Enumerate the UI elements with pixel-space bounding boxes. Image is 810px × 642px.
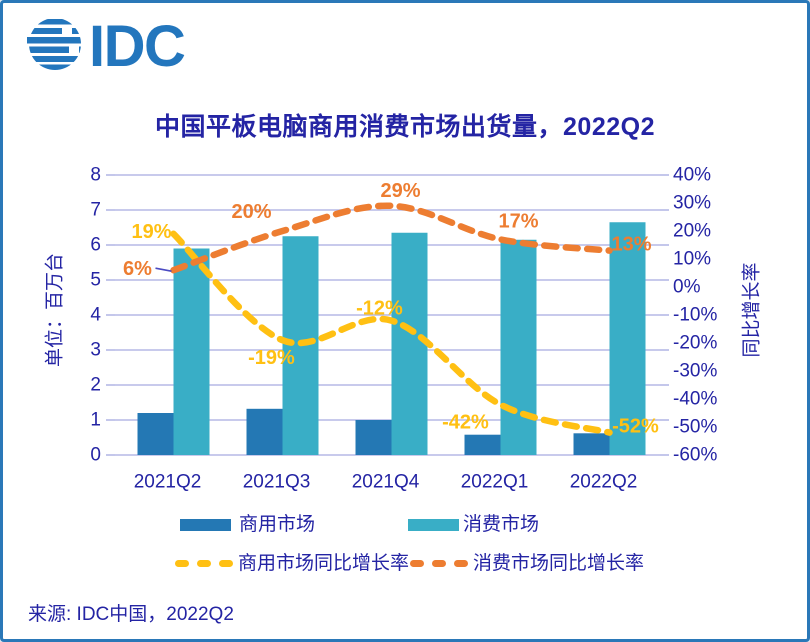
bar-consumer-2021Q2: [173, 248, 210, 455]
point-label-commercial-2022Q1: -42%: [442, 412, 489, 434]
legend-label-consumer-growth: 消费市场同比增长率: [473, 553, 645, 574]
left-axis-tick-label-6: 6: [90, 235, 101, 256]
right-axis-tick-label--40%: -40%: [673, 389, 717, 410]
point-label-consumer-2022Q2: 13%: [611, 234, 651, 256]
bar-commercial-2021Q4: [355, 420, 392, 455]
x-axis-label-2022Q2: 2022Q2: [570, 472, 638, 493]
legend-dash-commercial-growth: [175, 560, 233, 567]
bar-commercial-2021Q3: [246, 408, 283, 455]
right-axis-tick-label-0%: 0%: [673, 277, 701, 298]
point-label-consumer-2021Q2: 6%: [123, 258, 152, 280]
legend-swatch-consumer: [408, 519, 459, 531]
point-label-commercial-2021Q4: -12%: [356, 298, 403, 320]
right-axis-tick-label--50%: -50%: [673, 417, 717, 438]
x-axis-label-2021Q2: 2021Q2: [134, 472, 202, 493]
bar-commercial-2022Q1: [464, 434, 501, 455]
right-axis-tick-label--20%: -20%: [673, 333, 717, 354]
left-axis-tick-label-4: 4: [90, 305, 101, 326]
right-axis-tick-label-20%: 20%: [673, 221, 711, 242]
bar-consumer-2022Q2: [609, 222, 646, 455]
line-commercial-growth: [170, 230, 613, 436]
legend-label-consumer: 消费市场: [463, 514, 540, 535]
legend-dash-consumer-growth: [410, 560, 468, 567]
bar-consumer-2022Q1: [500, 239, 537, 455]
legend-label-commercial-growth: 商用市场同比增长率: [238, 553, 410, 574]
x-axis-label-2021Q4: 2021Q4: [352, 472, 420, 493]
x-axis-label-2021Q3: 2021Q3: [243, 472, 311, 493]
legend-label-commercial: 商用市场: [239, 514, 316, 535]
left-axis-tick-label-0: 0: [90, 445, 101, 466]
line-consumer-growth: [170, 202, 613, 274]
right-axis-tick-label--60%: -60%: [673, 445, 717, 466]
point-label-commercial-2021Q3: -19%: [248, 347, 295, 369]
right-axis-tick-label-30%: 30%: [673, 193, 711, 214]
point-label-consumer-2021Q3: 20%: [231, 201, 271, 223]
bar-commercial-2022Q2: [573, 433, 610, 455]
left-axis-tick-label-8: 8: [90, 165, 101, 186]
legend-swatch-commercial: [180, 519, 231, 531]
combo-chart-plot: 0 1 2 3 4 5 6 7 8 40% 30% 20% 10% 0% -10% -20% -30% -40% -…: [3, 3, 807, 639]
point-label-commercial-2022Q2: -52%: [612, 416, 659, 438]
label-leader-line: [155, 267, 172, 272]
left-axis-tick-label-5: 5: [90, 270, 101, 291]
left-axis-tick-label-7: 7: [90, 200, 101, 221]
bar-consumer-2021Q4: [391, 232, 428, 455]
idc-logo: IDC: [27, 15, 187, 79]
chart-title: 中国平板电脑商用消费市场出货量，2022Q2: [155, 113, 655, 141]
point-label-consumer-2021Q4: 29%: [380, 180, 420, 202]
right-axis-tick-label-10%: 10%: [673, 249, 711, 270]
left-axis-tick-label-2: 2: [90, 375, 101, 396]
point-label-consumer-2022Q1: 17%: [498, 210, 538, 232]
idc-wordmark: IDC: [89, 15, 185, 79]
source-note: 来源: IDC中国，2022Q2: [28, 604, 234, 625]
left-axis-tick-label-3: 3: [90, 340, 101, 361]
idc-globe-icon: [27, 19, 81, 70]
left-axis-tick-label-1: 1: [90, 410, 101, 431]
x-axis-label-2022Q1: 2022Q1: [461, 472, 529, 493]
bar-commercial-2021Q2: [137, 413, 174, 455]
right-axis-tick-label-40%: 40%: [673, 165, 711, 186]
right-axis-tick-label--10%: -10%: [673, 305, 717, 326]
right-axis-tick-label--30%: -30%: [673, 361, 717, 382]
point-label-commercial-2021Q2: 19%: [131, 221, 171, 243]
